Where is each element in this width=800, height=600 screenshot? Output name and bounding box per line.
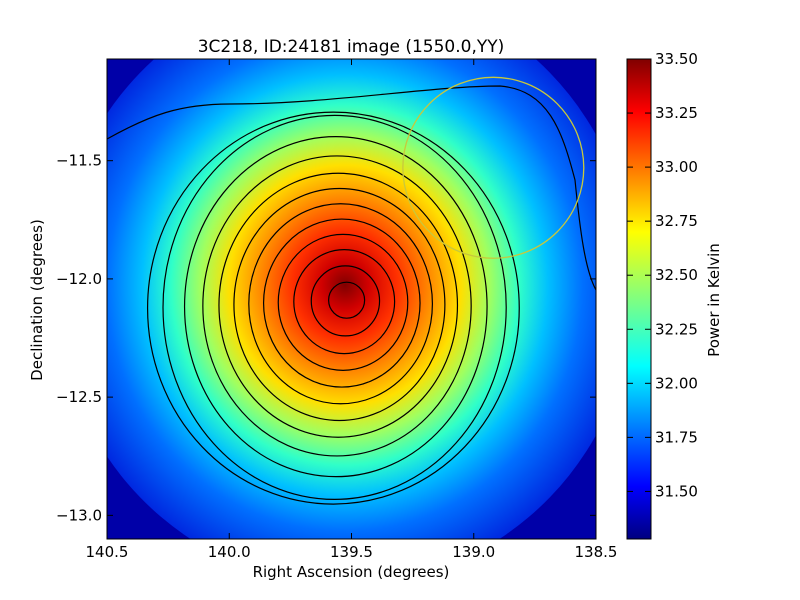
colorbar-ticks: 31.50 31.75 32.00 32.25 32.50 32.75 33.00 33.25… [627, 50, 698, 500]
x-tick-label: 140.5 [86, 543, 129, 561]
contour-line [310, 265, 381, 337]
x-tick-label: 138.5 [575, 543, 618, 561]
contour-lines [146, 111, 520, 505]
colorbar-tick-label: 33.25 [655, 104, 698, 122]
contour-line [233, 187, 446, 422]
contour-line [277, 233, 409, 371]
y-axis: −13.0 −12.5 −12.0 −11.5 [56, 152, 596, 524]
x-axis-label: Right Ascension (degrees) [253, 563, 450, 581]
region-circle [402, 76, 585, 259]
y-axis-label: Declination (degrees) [28, 219, 46, 381]
x-tick-label: 139.5 [330, 543, 373, 561]
contour-line [293, 249, 396, 355]
colorbar-tick-label: 31.50 [655, 482, 698, 500]
contour-line [146, 111, 520, 505]
contour-line [183, 136, 488, 478]
y-tick-label: −12.5 [56, 388, 102, 406]
chart-title: 3C218, ID:24181 image (1550.0,YY) [198, 37, 505, 57]
contour-line [162, 114, 507, 500]
colorbar-tick-label: 33.00 [655, 158, 698, 176]
contour-line [202, 155, 472, 457]
colorbar-label: Power in Kelvin [705, 243, 723, 357]
x-tick-label: 140.0 [208, 543, 251, 561]
outer-contour [107, 85, 596, 291]
x-axis: 140.5 140.0 139.5 139.0 138.5 [86, 59, 618, 561]
heatmap-plot [106, 58, 597, 540]
colorbar-tick-label: 32.50 [655, 266, 698, 284]
contour-line [248, 203, 434, 405]
y-tick-label: −12.0 [56, 270, 102, 288]
colorbar-frame [626, 58, 652, 540]
heatmap-emission [107, 59, 596, 539]
contour-line [262, 218, 421, 388]
y-tick-label: −11.5 [56, 152, 102, 170]
contour-line [328, 281, 366, 319]
colorbar-gradient [627, 59, 651, 539]
contour-line [218, 172, 459, 438]
x-tick-label: 139.0 [452, 543, 495, 561]
colorbar-tick-label: 32.00 [655, 374, 698, 392]
colorbar-tick-label: 33.50 [655, 50, 698, 68]
colorbar: 31.50 31.75 32.00 32.25 32.50 32.75 33.00 33.25… [626, 50, 698, 540]
colorbar-tick-label: 32.25 [655, 320, 698, 338]
y-tick-label: −13.0 [56, 506, 102, 524]
colorbar-tick-label: 32.75 [655, 212, 698, 230]
colorbar-tick-label: 31.75 [655, 428, 698, 446]
